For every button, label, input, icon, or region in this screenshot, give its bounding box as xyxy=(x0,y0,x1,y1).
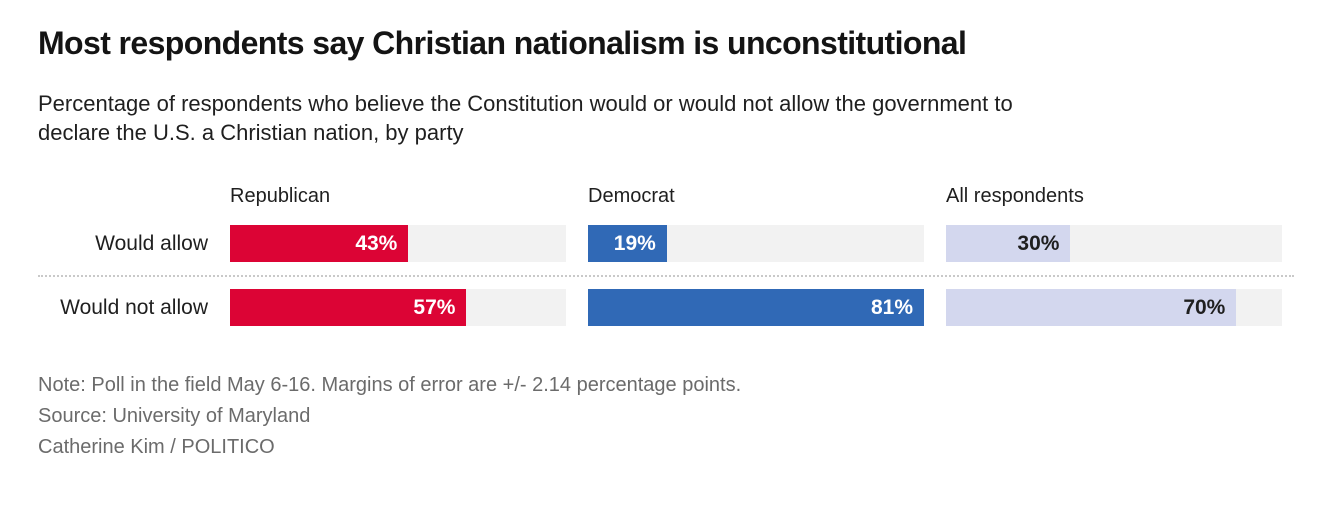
bar-row: Would allow 43% 19% 30% xyxy=(38,225,1294,262)
row-label: Would not allow xyxy=(60,295,208,319)
bar-fill: 57% xyxy=(230,289,467,326)
bar-value-label: 30% xyxy=(1017,231,1060,255)
chart-note: Note: Poll in the field May 6-16. Margin… xyxy=(38,374,742,396)
bar-chart: Would allow 43% 19% 30% Would not allow 57% 81… xyxy=(38,225,1294,326)
bar-fill: 30% xyxy=(946,225,1071,262)
bar-fill: 70% xyxy=(946,289,1237,326)
chart-footer: Note: Poll in the field May 6-16. Margin… xyxy=(38,370,1294,463)
row-label: Would allow xyxy=(95,231,208,255)
chart-subtitle: Percentage of respondents who believe th… xyxy=(38,89,1294,147)
bar-fill: 81% xyxy=(588,289,924,326)
bar-fill: 43% xyxy=(230,225,409,262)
bar-track: 19% xyxy=(588,225,924,262)
row-separator xyxy=(38,275,1294,277)
chart-source: Source: University of Maryland xyxy=(38,405,311,427)
bar-value-label: 43% xyxy=(355,231,398,255)
bar-value-label: 81% xyxy=(870,295,913,319)
column-header-all-respondents: All respondents xyxy=(946,185,1084,207)
bar-track: 57% xyxy=(230,289,566,326)
bar-value-label: 19% xyxy=(613,231,656,255)
column-header-republican: Republican xyxy=(230,185,331,207)
bar-fill: 19% xyxy=(588,225,667,262)
column-header-democrat: Democrat xyxy=(588,185,675,207)
chart-subtitle-line-2: declare the U.S. a Christian nation, by … xyxy=(38,120,464,145)
chart-title: Most respondents say Christian nationali… xyxy=(38,25,967,61)
bar-track: 81% xyxy=(588,289,924,326)
bar-track: 70% xyxy=(946,289,1282,326)
bar-value-label: 70% xyxy=(1183,295,1226,319)
bar-value-label: 57% xyxy=(413,295,456,319)
bar-track: 30% xyxy=(946,225,1282,262)
bar-track: 43% xyxy=(230,225,566,262)
chart-byline: Catherine Kim / POLITICO xyxy=(38,436,275,458)
chart-subtitle-line-1: Percentage of respondents who believe th… xyxy=(38,91,1013,116)
column-header-row: Republican Democrat All respondents xyxy=(38,185,1294,208)
bar-row: Would not allow 57% 81% 70% xyxy=(38,289,1294,326)
